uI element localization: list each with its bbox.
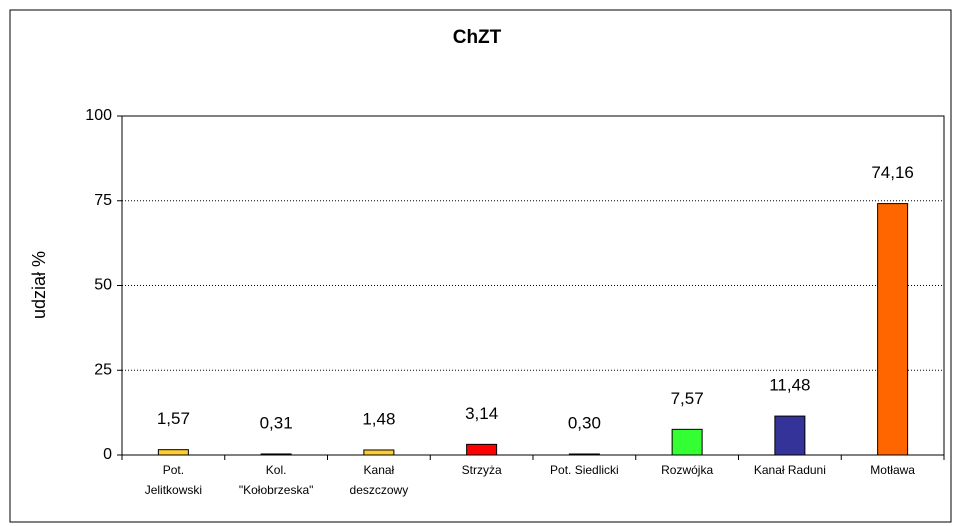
x-tick-label: Kanał Raduni xyxy=(754,463,826,477)
bar xyxy=(260,453,292,456)
value-label: 1,48 xyxy=(362,409,395,428)
bar xyxy=(466,443,498,456)
bar xyxy=(671,428,703,456)
value-label: 0,30 xyxy=(568,413,601,432)
value-label: 7,57 xyxy=(671,389,704,408)
value-label: 11,48 xyxy=(769,376,810,395)
x-tick-label: Strzyża xyxy=(462,463,502,477)
x-tick-label: Kanał deszczowy xyxy=(350,463,409,497)
bar xyxy=(568,453,600,456)
value-label: 3,14 xyxy=(465,404,498,423)
x-tick-label: Kol. "Kołobrzeska" xyxy=(239,463,314,497)
y-tick-label: 75 xyxy=(94,192,112,209)
y-axis-label: udział % xyxy=(29,251,49,319)
x-tick-label: Pot. Siedlicki xyxy=(550,463,619,477)
value-label: 74,16 xyxy=(871,163,914,182)
y-tick-label: 100 xyxy=(85,107,112,124)
y-tick-label: 25 xyxy=(94,361,112,378)
x-tick-label: Motława xyxy=(870,463,915,477)
chart-title: ChZT xyxy=(453,27,502,48)
bar xyxy=(877,203,909,456)
x-tick-label: Rozwójka xyxy=(661,463,713,477)
value-label: 0,31 xyxy=(260,413,293,432)
bar xyxy=(157,449,189,456)
y-tick-label: 50 xyxy=(94,277,112,294)
bar xyxy=(363,449,395,456)
bar xyxy=(774,415,806,456)
x-tick-label: Pot. Jelitkowski xyxy=(145,463,202,497)
y-tick-label: 0 xyxy=(103,446,112,463)
value-label: 1,57 xyxy=(157,409,190,428)
